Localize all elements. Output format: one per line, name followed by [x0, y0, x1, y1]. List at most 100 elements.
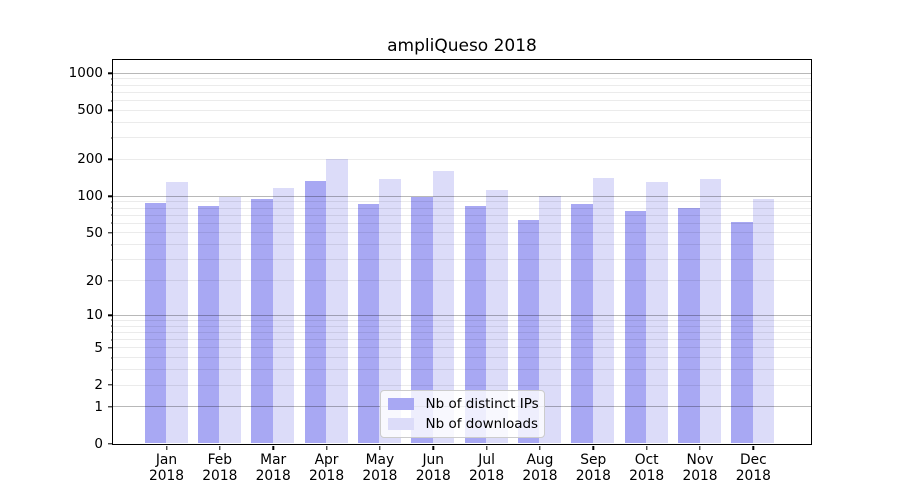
legend-swatch	[387, 417, 414, 430]
plot-area: Nb of distinct IPs Nb of downloads	[111, 58, 812, 445]
y-tick-label-0: 0	[94, 436, 103, 452]
bar-nb-of-distinct-ips-jan	[144, 202, 166, 444]
x-label-month: May	[365, 451, 395, 468]
bar-nb-of-distinct-ips-apr	[304, 180, 327, 444]
y-tick-10	[108, 314, 113, 317]
y-minortick-7	[110, 331, 113, 333]
legend-swatch	[387, 397, 414, 410]
bar-nb-of-distinct-ips-jun	[411, 197, 433, 444]
y-minortick-700	[110, 91, 113, 93]
x-tick-label-apr: Apr 2018	[309, 452, 344, 486]
x-label-month: Apr	[314, 451, 339, 468]
bars-layer	[113, 60, 811, 444]
chart-title: ampliQueso 2018	[387, 36, 537, 56]
y-tick-label-1: 1	[94, 398, 103, 415]
x-label-year: 2018	[362, 468, 398, 485]
y-axis: 0 1 2 5 10 20 50 100 200 500 1000	[0, 60, 113, 452]
x-label-month: Dec	[739, 451, 767, 468]
bar-nb-of-downloads-jan	[166, 182, 188, 444]
y-tick-label-2: 2	[94, 377, 103, 394]
bar-nb-of-downloads-jul	[486, 190, 508, 444]
y-minortick-60	[110, 222, 113, 224]
x-tick-may	[379, 445, 381, 450]
x-tick-apr	[325, 445, 328, 450]
x-tick-label-dec: Dec 2018	[736, 452, 771, 486]
y-tick-200	[108, 158, 113, 161]
y-minortick-80	[110, 207, 113, 209]
bar-nb-of-downloads-aug	[539, 195, 561, 444]
y-minortick-40	[110, 244, 113, 246]
bar-nb-of-downloads-mar	[272, 188, 295, 444]
y-minortick-800	[110, 84, 113, 86]
x-label-month: Jan	[155, 451, 178, 468]
x-tick-sep	[592, 445, 594, 450]
bar-nb-of-distinct-ips-feb	[197, 206, 220, 444]
x-label-year: 2018	[415, 468, 451, 485]
x-label-month: Feb	[207, 451, 233, 468]
y-minortick-300	[110, 137, 113, 139]
y-minortick-70	[110, 214, 113, 216]
y-tick-label-100: 100	[77, 188, 103, 205]
y-minortick-30	[110, 259, 113, 261]
y-tick-100	[108, 195, 113, 198]
bar-nb-of-distinct-ips-may	[357, 204, 380, 444]
bar-nb-of-downloads-sep	[592, 178, 615, 444]
x-tick-label-sep: Sep 2018	[576, 452, 611, 486]
x-tick-label-feb: Feb 2018	[202, 452, 237, 486]
bar-nb-of-downloads-apr	[326, 158, 348, 444]
x-label-month: Mar	[260, 451, 287, 468]
x-label-month: Aug	[526, 451, 554, 468]
x-tick-label-jan: Jan 2018	[149, 452, 184, 486]
x-label-month: Jun	[422, 451, 445, 468]
x-tick-label-nov: Nov 2018	[682, 452, 717, 486]
x-tick-feb	[219, 445, 221, 450]
y-tick-500	[108, 109, 113, 112]
legend: Nb of distinct IPs Nb of downloads	[379, 389, 545, 438]
bar-nb-of-downloads-may	[379, 179, 401, 444]
bar-nb-of-downloads-feb	[219, 197, 241, 444]
x-label-year: 2018	[469, 468, 505, 485]
y-tick-label-50: 50	[85, 224, 103, 241]
x-tick-label-may: May 2018	[362, 452, 397, 486]
x-label-year: 2018	[255, 468, 291, 485]
y-tick-0	[108, 443, 113, 445]
x-tick-jun	[432, 445, 434, 450]
y-minortick-900	[110, 78, 113, 80]
x-tick-jul	[485, 445, 488, 450]
x-label-month: Oct	[634, 451, 659, 468]
y-minortick-90	[110, 201, 113, 203]
x-label-year: 2018	[202, 468, 238, 485]
y-minortick-600	[110, 100, 113, 102]
bar-nb-of-distinct-ips-oct	[624, 211, 647, 444]
bar-nb-of-downloads-nov	[699, 178, 721, 444]
y-minortick-3	[110, 369, 113, 371]
y-minortick-6	[110, 339, 113, 341]
y-tick-2	[108, 384, 113, 386]
y-tick-1000	[108, 72, 113, 74]
y-tick-50	[108, 232, 113, 234]
y-tick-label-20: 20	[85, 272, 103, 289]
x-tick-jan	[165, 445, 168, 450]
x-tick-aug	[539, 445, 541, 450]
bar-nb-of-downloads-oct	[646, 182, 668, 444]
y-tick-label-1000: 1000	[68, 65, 103, 82]
legend-entry-label: Nb of downloads	[425, 415, 539, 432]
y-minortick-8	[110, 325, 113, 327]
x-label-year: 2018	[148, 468, 185, 485]
bar-nb-of-distinct-ips-sep	[571, 204, 593, 444]
x-tick-label-mar: Mar 2018	[256, 452, 291, 486]
y-tick-20	[108, 279, 113, 282]
legend-entry: Nb of distinct IPs	[387, 396, 539, 412]
x-tick-label-oct: Oct 2018	[629, 452, 664, 486]
x-tick-oct	[645, 445, 648, 450]
x-label-year: 2018	[735, 468, 771, 485]
x-label-month: Nov	[686, 451, 714, 468]
x-label-month: Jul	[478, 451, 495, 468]
y-tick-5	[108, 347, 113, 349]
x-tick-label-aug: Aug 2018	[522, 452, 557, 486]
y-tick-1	[108, 406, 113, 408]
x-tick-mar	[272, 445, 274, 450]
bar-nb-of-distinct-ips-aug	[517, 220, 540, 444]
bar-nb-of-downloads-dec	[752, 198, 775, 444]
